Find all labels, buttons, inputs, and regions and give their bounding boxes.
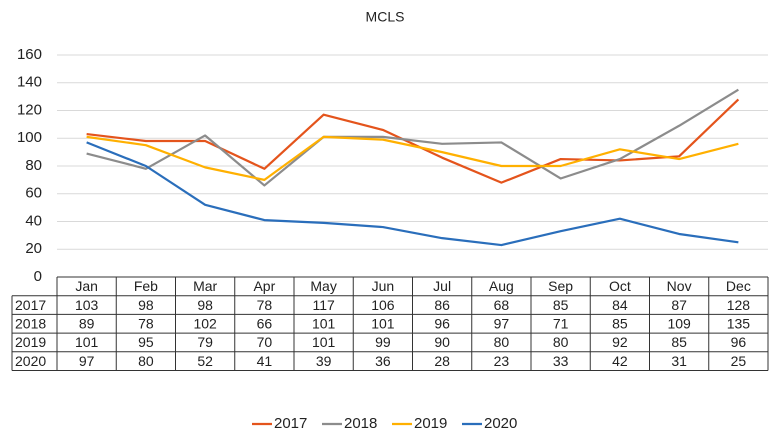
table-cell: 106 <box>371 297 395 313</box>
y-tick-label: 160 <box>17 46 42 63</box>
table-cell: 96 <box>434 315 450 331</box>
y-tick-label: 140 <box>17 74 42 91</box>
legend-label: 2017 <box>274 415 307 432</box>
table-row-label: 2020 <box>15 353 46 369</box>
table-cell: 101 <box>371 315 395 331</box>
table-row-label: 2018 <box>15 315 46 331</box>
table-cell: 23 <box>494 353 510 369</box>
table-cell: 84 <box>612 297 628 313</box>
y-tick-label: 120 <box>17 101 42 118</box>
table-row-label: 2019 <box>15 334 46 350</box>
table-cell: 52 <box>197 353 213 369</box>
table-cell: 42 <box>612 353 628 369</box>
table-cell: 25 <box>731 353 747 369</box>
x-tick-label: Jan <box>75 278 98 294</box>
y-tick-label: 100 <box>17 129 42 146</box>
table-cell: 31 <box>671 353 687 369</box>
x-tick-label: Oct <box>609 278 631 294</box>
chart-title: MCLS <box>366 9 405 25</box>
legend-label: 2019 <box>414 415 447 432</box>
table-cell: 98 <box>197 297 213 313</box>
table-cell: 135 <box>727 315 751 331</box>
table-cell: 99 <box>375 334 391 350</box>
table-cell: 97 <box>494 315 510 331</box>
table-cell: 36 <box>375 353 391 369</box>
table-cell: 85 <box>553 297 569 313</box>
table-cell: 87 <box>671 297 687 313</box>
table-cell: 95 <box>138 334 154 350</box>
table-cell: 80 <box>553 334 569 350</box>
y-tick-label: 60 <box>25 185 42 202</box>
table-cell: 39 <box>316 353 332 369</box>
table-cell: 101 <box>312 315 336 331</box>
table-cell: 128 <box>727 297 751 313</box>
table-cell: 97 <box>79 353 95 369</box>
y-tick-label: 40 <box>25 212 42 229</box>
table-cell: 102 <box>193 315 217 331</box>
table-cell: 79 <box>197 334 213 350</box>
table-cell: 41 <box>257 353 273 369</box>
table-cell: 98 <box>138 297 154 313</box>
x-tick-label: Dec <box>726 278 751 294</box>
table-cell: 33 <box>553 353 569 369</box>
x-tick-label: Feb <box>134 278 158 294</box>
y-tick-label: 20 <box>25 240 42 257</box>
table-cell: 103 <box>75 297 99 313</box>
table-cell: 85 <box>671 334 687 350</box>
legend-label: 2020 <box>484 415 517 432</box>
table-cell: 78 <box>138 315 154 331</box>
table-cell: 80 <box>494 334 510 350</box>
table-cell: 70 <box>257 334 273 350</box>
table-cell: 109 <box>667 315 691 331</box>
table-cell: 71 <box>553 315 569 331</box>
table-cell: 28 <box>434 353 450 369</box>
x-tick-label: Sep <box>548 278 573 294</box>
table-cell: 66 <box>257 315 273 331</box>
x-tick-label: May <box>310 278 336 294</box>
x-tick-label: Aug <box>489 278 514 294</box>
table-cell: 101 <box>312 334 336 350</box>
table-cell: 101 <box>75 334 99 350</box>
table-cell: 80 <box>138 353 154 369</box>
table-row-label: 2017 <box>15 297 46 313</box>
table-cell: 90 <box>434 334 450 350</box>
table-cell: 86 <box>434 297 450 313</box>
y-tick-label: 80 <box>25 157 42 174</box>
table-cell: 89 <box>79 315 95 331</box>
series-line <box>86 135 739 181</box>
y-tick-label: 0 <box>34 268 42 285</box>
x-tick-label: Mar <box>193 278 217 294</box>
x-tick-label: Nov <box>667 278 692 294</box>
x-tick-label: Jun <box>372 278 395 294</box>
series-line <box>86 141 739 247</box>
table-cell: 96 <box>731 334 747 350</box>
legend-label: 2018 <box>344 415 377 432</box>
table-cell: 117 <box>312 297 335 313</box>
series-line <box>86 88 739 187</box>
table-cell: 85 <box>612 315 628 331</box>
table-cell: 78 <box>257 297 273 313</box>
x-tick-label: Jul <box>433 278 451 294</box>
table-cell: 68 <box>494 297 510 313</box>
table-cell: 92 <box>612 334 628 350</box>
x-tick-label: Apr <box>253 278 275 294</box>
